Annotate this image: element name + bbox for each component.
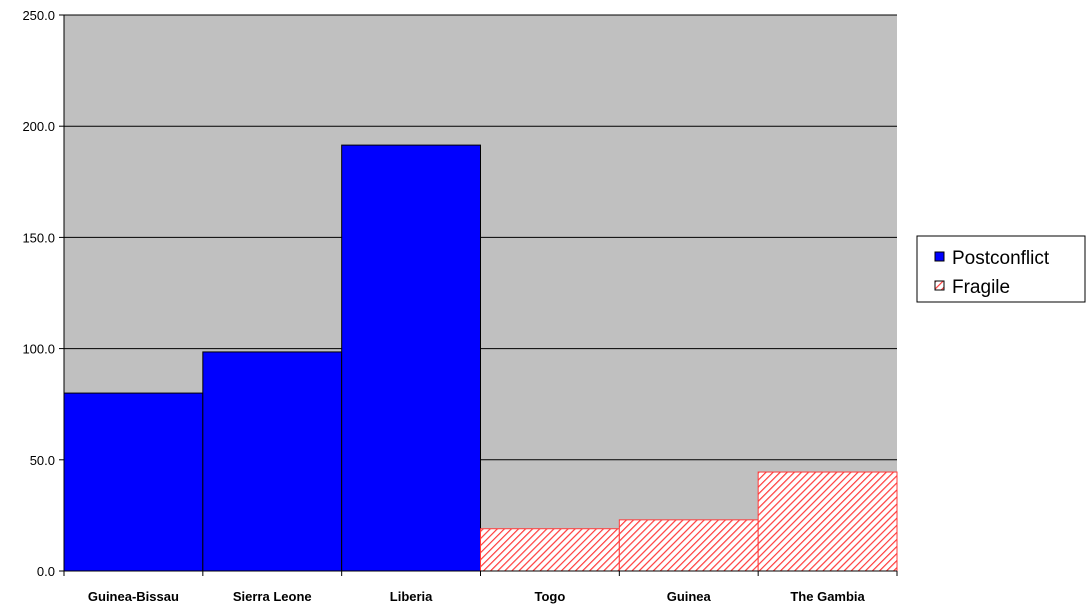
- bars: [63, 144, 898, 572]
- bar-guinea-bissau: [63, 392, 204, 572]
- x-tick-label: Sierra Leone: [233, 589, 312, 604]
- y-tick-label: 100.0: [22, 342, 55, 357]
- y-axis-ticks: 0.0 50.0 100.0 150.0 200.0 250.0: [22, 8, 64, 579]
- legend-box: [916, 235, 1086, 303]
- x-tick-label: Togo: [535, 589, 566, 604]
- bar-guinea: [618, 519, 759, 572]
- y-tick-label: 200.0: [22, 119, 55, 134]
- y-tick-label: 0.0: [37, 564, 55, 579]
- x-tick-label: The Gambia: [790, 589, 865, 604]
- x-tick-label: Guinea: [667, 589, 712, 604]
- bar-liberia: [341, 144, 481, 572]
- bar-sierra-leone: [202, 351, 343, 572]
- legend-label-fragile: Fragile: [952, 277, 1010, 298]
- y-tick-label: 50.0: [30, 453, 55, 468]
- legend-swatch-postconflict: [934, 251, 945, 262]
- y-tick-label: 150.0: [22, 230, 55, 245]
- bar-the-gambia: [757, 471, 898, 572]
- legend: Postconflict Fragile: [916, 235, 1086, 303]
- x-axis-ticks: Guinea-Bissau Sierra Leone Liberia Togo Guin…: [63, 571, 898, 604]
- legend-swatch-fragile: [934, 280, 945, 291]
- legend-label-postconflict: Postconflict: [952, 248, 1050, 269]
- x-tick-label: Liberia: [390, 589, 433, 604]
- y-tick-label: 250.0: [22, 8, 55, 23]
- x-tick-label: Guinea-Bissau: [88, 589, 179, 604]
- bar-togo: [480, 528, 620, 572]
